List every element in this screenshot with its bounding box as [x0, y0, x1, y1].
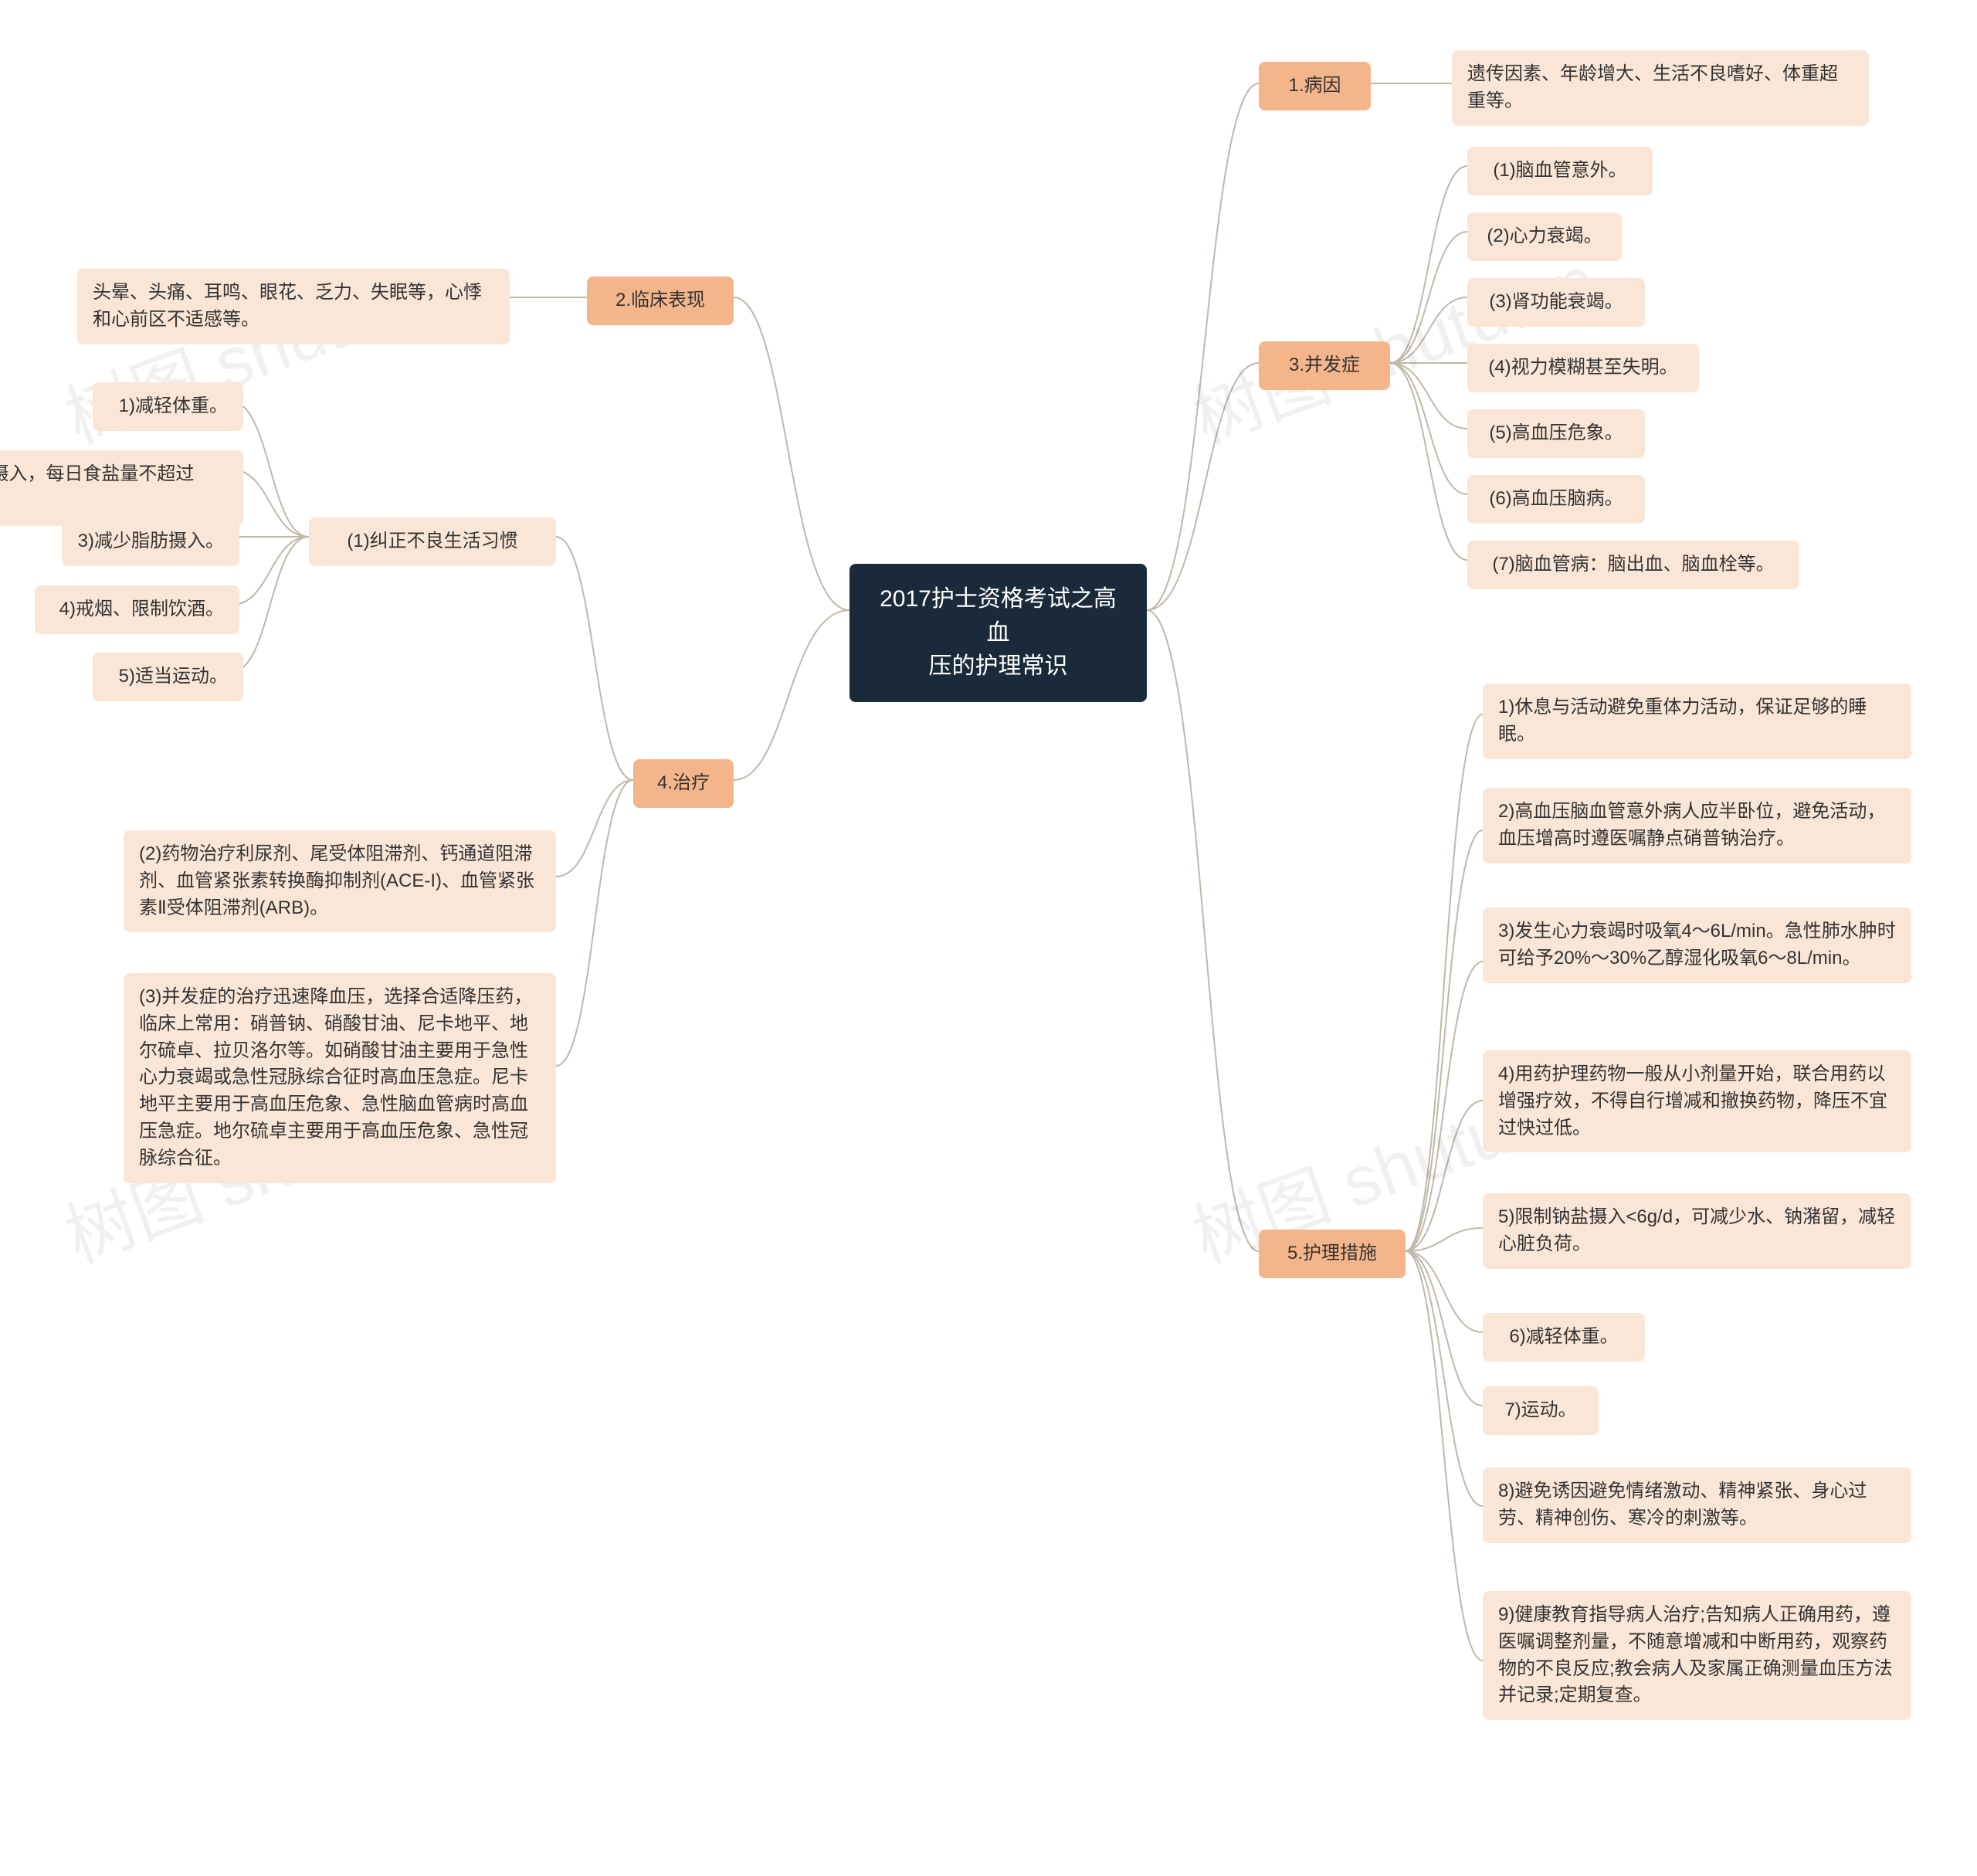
nursing-item: 3)发生心力衰竭时吸氧4～6L/min。急性肺水肿时可给予20%～30%乙醇湿化…	[1483, 907, 1911, 983]
clinical-text: 头晕、头痛、耳鸣、眼花、乏力、失眠等，心悸和心前区不适感等。	[93, 280, 494, 334]
complication-text: (4)视力模糊甚至失明。	[1488, 355, 1677, 382]
habit-item: 4)戒烟、限制饮酒。	[35, 585, 239, 634]
habit-text: 3)减少脂肪摄入。	[78, 528, 224, 555]
habit-text: 4)戒烟、限制饮酒。	[59, 596, 224, 623]
nursing-item: 6)减轻体重。	[1483, 1313, 1645, 1362]
clinical-item: 头晕、头痛、耳鸣、眼花、乏力、失眠等，心悸和心前区不适感等。	[77, 269, 510, 344]
complication-item: (3)肾功能衰竭。	[1467, 278, 1645, 327]
drug-text: (2)药物治疗利尿剂、尾受体阻滞剂、钙通道阻滞剂、血管紧张素转换酶抑制剂(ACE…	[139, 841, 541, 921]
complication-item: (4)视力模糊甚至失明。	[1467, 344, 1699, 392]
branch-clinical-label: 2.临床表现	[615, 287, 705, 314]
mindmap-canvas: 树图 shutu.cn 树图 shutu.cn 树图 shutu.cn 树图 s…	[0, 0, 1977, 1876]
branch-treatment-label: 4.治疗	[657, 770, 710, 797]
nursing-text: 5)限制钠盐摄入<6g/d，可减少水、钠潴留，减轻心脏负荷。	[1498, 1204, 1896, 1258]
nursing-text: 3)发生心力衰竭时吸氧4～6L/min。急性肺水肿时可给予20%～30%乙醇湿化…	[1498, 918, 1896, 972]
complication-treatment-text: (3)并发症的治疗迅速降血压，选择合适降压药，临床上常用：硝普钠、硝酸甘油、尼卡…	[139, 984, 541, 1172]
nursing-text: 1)休息与活动避免重体力活动，保证足够的睡眠。	[1498, 694, 1896, 748]
branch-complications-label: 3.并发症	[1289, 352, 1360, 379]
nursing-item: 9)健康教育指导病人治疗;告知病人正确用药，遵医嘱调整剂量，不随意增减和中断用药…	[1483, 1591, 1911, 1720]
branch-cause: 1.病因	[1259, 62, 1371, 110]
nursing-item: 1)休息与活动避免重体力活动，保证足够的睡眠。	[1483, 684, 1911, 759]
habit-item: 3)减少脂肪摄入。	[62, 517, 239, 566]
complication-text: (1)脑血管意外。	[1493, 158, 1626, 185]
habit-text: 1)减轻体重。	[119, 393, 228, 420]
complication-item: (1)脑血管意外。	[1467, 147, 1653, 195]
treatment-habit-label: (1)纠正不良生活习惯	[309, 517, 556, 566]
branch-complications: 3.并发症	[1259, 341, 1390, 390]
nursing-text: 9)健康教育指导病人治疗;告知病人正确用药，遵医嘱调整剂量，不随意增减和中断用药…	[1498, 1602, 1896, 1709]
habit-item: 1)减轻体重。	[93, 382, 243, 431]
nursing-item: 7)运动。	[1483, 1386, 1599, 1435]
branch-cause-label: 1.病因	[1288, 73, 1341, 100]
habit-text: 2)限制钠盐摄入，每日食盐量不超过6g。	[0, 461, 228, 515]
leaf-cause-text: 遗传因素、年龄增大、生活不良嗜好、体重超重等。	[1452, 50, 1869, 126]
habit-item: 2)限制钠盐摄入，每日食盐量不超过6g。	[0, 450, 243, 526]
nursing-item: 8)避免诱因避免情绪激动、精神紧张、身心过劳、精神创伤、寒冷的刺激等。	[1483, 1467, 1911, 1543]
nursing-item: 5)限制钠盐摄入<6g/d，可减少水、钠潴留，减轻心脏负荷。	[1483, 1193, 1911, 1269]
branch-nursing: 5.护理措施	[1259, 1230, 1406, 1278]
nursing-text: 4)用药护理药物一般从小剂量开始，联合用药以增强疗效，不得自行增减和撤换药物，降…	[1498, 1061, 1896, 1142]
complication-text: (5)高血压危象。	[1489, 420, 1623, 447]
nursing-text: 8)避免诱因避免情绪激动、精神紧张、身心过劳、精神创伤、寒冷的刺激等。	[1498, 1478, 1896, 1532]
root-node: 2017护士资格考试之高血 压的护理常识	[849, 564, 1147, 702]
complication-text: (3)肾功能衰竭。	[1489, 289, 1623, 316]
complication-text: (7)脑血管病：脑出血、脑血栓等。	[1492, 551, 1774, 578]
habit-group-text: (1)纠正不良生活习惯	[347, 528, 517, 555]
nursing-item: 4)用药护理药物一般从小剂量开始，联合用药以增强疗效，不得自行增减和撤换药物，降…	[1483, 1050, 1911, 1152]
nursing-text: 6)减轻体重。	[1509, 1324, 1618, 1351]
complication-text: (6)高血压脑病。	[1489, 486, 1623, 513]
complication-text: (2)心力衰竭。	[1487, 223, 1602, 250]
branch-clinical: 2.临床表现	[587, 276, 734, 325]
complication-item: (6)高血压脑病。	[1467, 475, 1645, 524]
habit-item: 5)适当运动。	[93, 653, 243, 701]
branch-treatment: 4.治疗	[633, 759, 734, 808]
habit-text: 5)适当运动。	[119, 663, 228, 690]
nursing-text: 7)运动。	[1504, 1397, 1576, 1424]
treatment-drug: (2)药物治疗利尿剂、尾受体阻滞剂、钙通道阻滞剂、血管紧张素转换酶抑制剂(ACE…	[124, 830, 556, 932]
treatment-complication: (3)并发症的治疗迅速降血压，选择合适降压药，临床上常用：硝普钠、硝酸甘油、尼卡…	[124, 973, 556, 1183]
nursing-text: 2)高血压脑血管意外病人应半卧位，避免活动，血压增高时遵医嘱静点硝普钠治疗。	[1498, 799, 1896, 853]
complication-item: (7)脑血管病：脑出血、脑血栓等。	[1467, 541, 1799, 589]
complication-item: (2)心力衰竭。	[1467, 212, 1622, 261]
root-label: 2017护士资格考试之高血 压的护理常识	[871, 582, 1125, 684]
cause-text: 遗传因素、年龄增大、生活不良嗜好、体重超重等。	[1467, 61, 1853, 115]
branch-nursing-label: 5.护理措施	[1287, 1240, 1377, 1267]
complication-item: (5)高血压危象。	[1467, 409, 1645, 458]
nursing-item: 2)高血压脑血管意外病人应半卧位，避免活动，血压增高时遵医嘱静点硝普钠治疗。	[1483, 788, 1911, 863]
